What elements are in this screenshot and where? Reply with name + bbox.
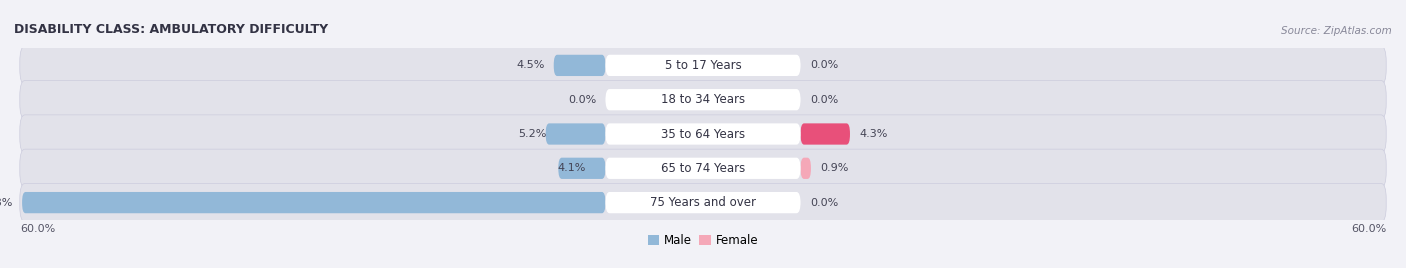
FancyBboxPatch shape <box>558 158 606 179</box>
Text: 0.0%: 0.0% <box>568 95 596 105</box>
Text: 5 to 17 Years: 5 to 17 Years <box>665 59 741 72</box>
FancyBboxPatch shape <box>20 81 1386 119</box>
FancyBboxPatch shape <box>20 184 1386 222</box>
FancyBboxPatch shape <box>606 192 800 213</box>
FancyBboxPatch shape <box>606 158 800 179</box>
Text: 5.2%: 5.2% <box>519 129 547 139</box>
FancyBboxPatch shape <box>20 46 1386 84</box>
FancyBboxPatch shape <box>554 55 606 76</box>
Text: 0.0%: 0.0% <box>810 95 838 105</box>
Text: 75 Years and over: 75 Years and over <box>650 196 756 209</box>
FancyBboxPatch shape <box>606 89 800 110</box>
Text: 35 to 64 Years: 35 to 64 Years <box>661 128 745 140</box>
Text: 4.3%: 4.3% <box>859 129 887 139</box>
FancyBboxPatch shape <box>800 158 811 179</box>
Text: 4.5%: 4.5% <box>516 60 544 70</box>
Text: Source: ZipAtlas.com: Source: ZipAtlas.com <box>1281 26 1392 36</box>
FancyBboxPatch shape <box>606 123 800 145</box>
Text: 60.0%: 60.0% <box>1351 224 1386 234</box>
FancyBboxPatch shape <box>546 123 606 145</box>
FancyBboxPatch shape <box>20 115 1386 153</box>
Text: 0.0%: 0.0% <box>810 60 838 70</box>
FancyBboxPatch shape <box>20 149 1386 187</box>
FancyBboxPatch shape <box>606 55 800 76</box>
Text: 18 to 34 Years: 18 to 34 Years <box>661 93 745 106</box>
Text: 65 to 74 Years: 65 to 74 Years <box>661 162 745 175</box>
Text: 4.1%: 4.1% <box>558 163 586 173</box>
Text: DISABILITY CLASS: AMBULATORY DIFFICULTY: DISABILITY CLASS: AMBULATORY DIFFICULTY <box>14 23 328 36</box>
Text: 60.0%: 60.0% <box>20 224 55 234</box>
Legend: Male, Female: Male, Female <box>643 229 763 252</box>
Text: 0.9%: 0.9% <box>820 163 848 173</box>
FancyBboxPatch shape <box>800 123 851 145</box>
FancyBboxPatch shape <box>22 192 606 213</box>
Text: 50.8%: 50.8% <box>0 198 13 208</box>
Text: 0.0%: 0.0% <box>810 198 838 208</box>
